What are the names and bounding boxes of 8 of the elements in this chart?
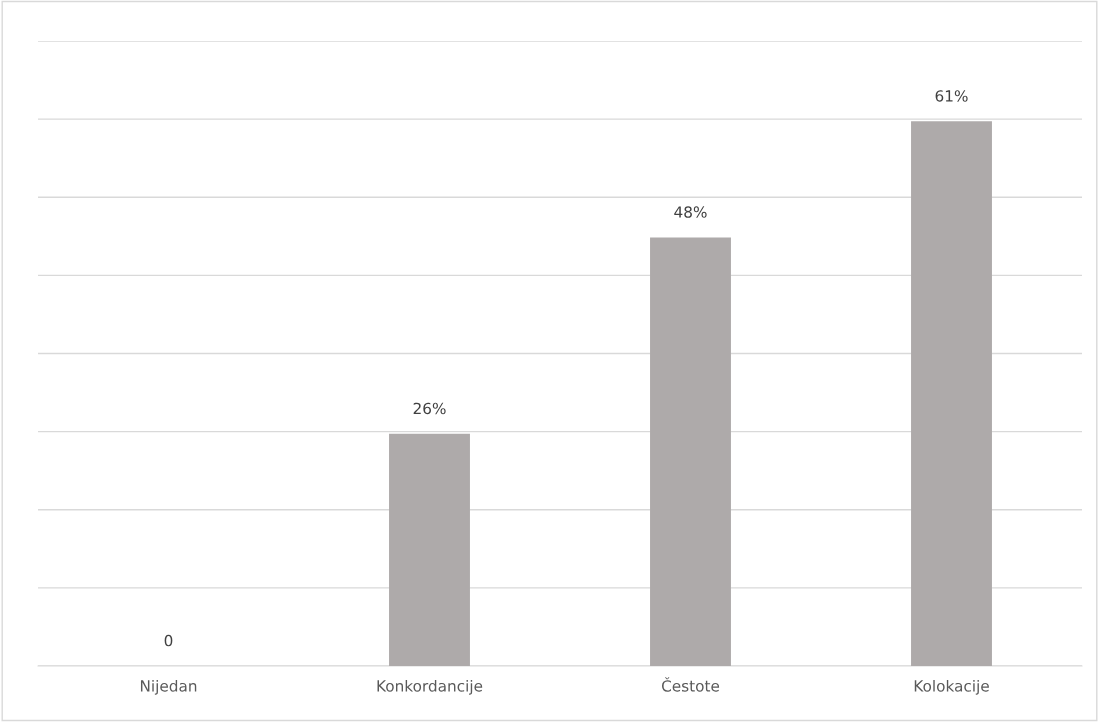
data-label: 61% bbox=[935, 90, 968, 102]
data-label: 26% bbox=[413, 402, 446, 415]
data-label: 0 bbox=[164, 634, 173, 647]
x-tick-label: Nijedan bbox=[140, 679, 197, 695]
x-tick-label: Kolokacije bbox=[914, 679, 989, 695]
x-tick-label: Konkordancije bbox=[377, 679, 483, 695]
x-tick-label: Čestote bbox=[661, 677, 720, 692]
data-label: 48% bbox=[674, 206, 707, 218]
